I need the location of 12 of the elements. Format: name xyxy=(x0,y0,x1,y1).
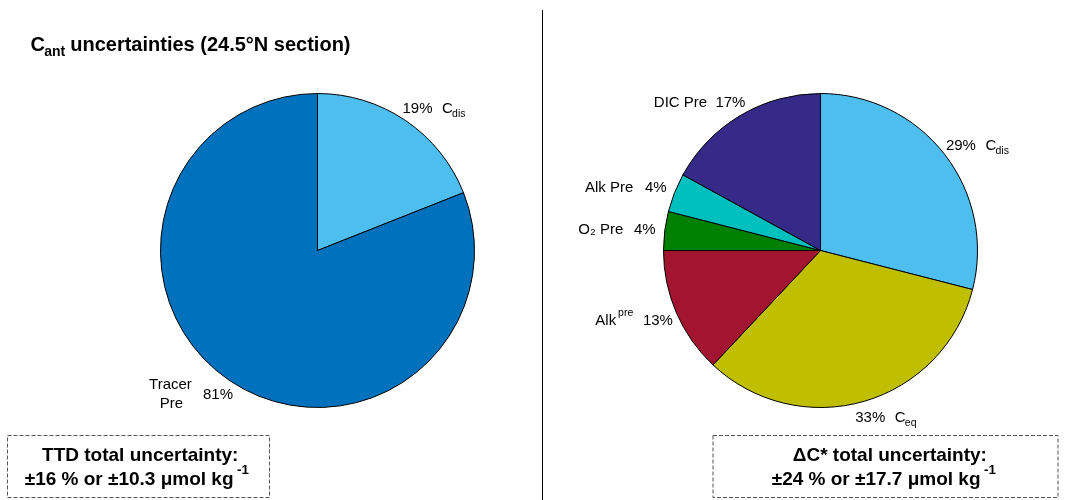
data-label: 81% xyxy=(203,384,234,402)
slice-label: Tracer Pre xyxy=(149,375,192,412)
slice-label: DIC Pre xyxy=(653,93,708,111)
data-label: 17% xyxy=(715,93,746,111)
data-label: 4% xyxy=(644,178,667,196)
slice-label: O₂ Pre xyxy=(578,220,624,238)
data-label: 33% xyxy=(855,407,886,425)
data-label: 13% xyxy=(642,310,673,328)
slice-label: Alk Pre xyxy=(585,178,634,196)
data-label: 4% xyxy=(633,220,656,238)
data-label: 19% xyxy=(402,99,433,117)
data-label: 29% xyxy=(945,136,976,154)
